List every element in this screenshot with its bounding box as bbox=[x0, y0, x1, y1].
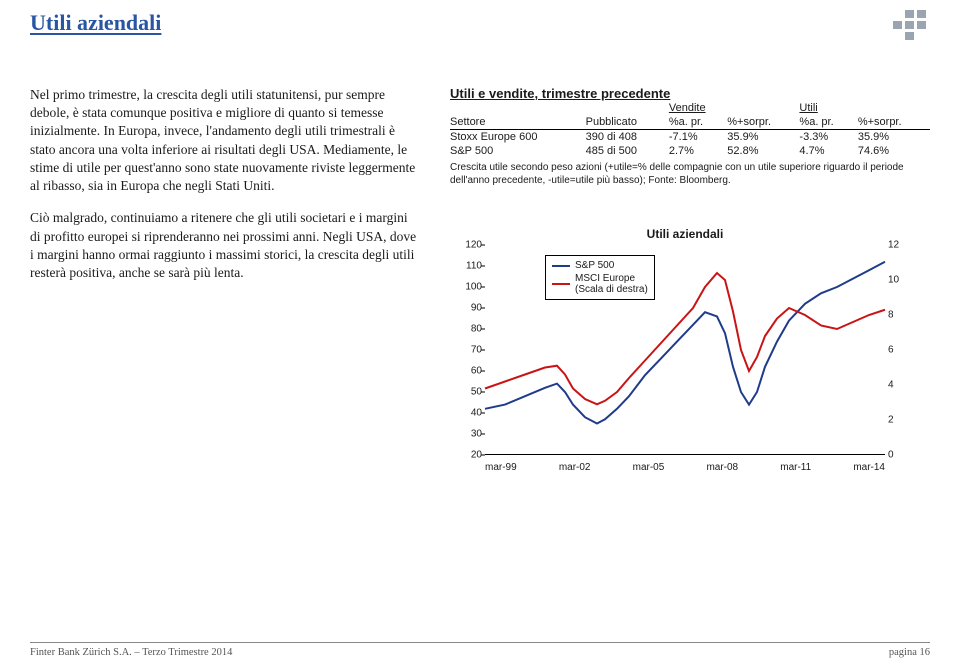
chart-legend: S&P 500 MSCI Europe (Scala di destra) bbox=[545, 255, 655, 300]
y-axis-right: 121086420 bbox=[888, 245, 920, 455]
legend-swatch bbox=[552, 283, 570, 285]
body-text: Nel primo trimestre, la crescita degli u… bbox=[30, 86, 420, 487]
footer-right: pagina 16 bbox=[889, 647, 930, 658]
legend-label: MSCI Europe bbox=[575, 273, 648, 284]
table-header: %+sorpr. bbox=[727, 115, 799, 130]
brand-logo bbox=[890, 10, 930, 46]
page-title: Utili aziendali bbox=[30, 10, 161, 36]
footer-left: Finter Bank Zürich S.A. – Terzo Trimestr… bbox=[30, 647, 232, 658]
legend-label: S&P 500 bbox=[575, 260, 614, 271]
table-title: Utili e vendite, trimestre precedente bbox=[450, 86, 930, 101]
paragraph: Ciò malgrado, continuiamo a ritenere che… bbox=[30, 209, 420, 282]
y-axis-left: 1201101009080706050403020 bbox=[450, 245, 482, 455]
table-row: Stoxx Europe 600390 di 408 -7.1%35.9% -3… bbox=[450, 130, 930, 145]
table-header: %a. pr. bbox=[669, 115, 727, 130]
table-row: S&P 500485 di 500 2.7%52.8% 4.7%74.6% bbox=[450, 144, 930, 158]
chart-title: Utili aziendali bbox=[450, 227, 920, 241]
table-header: Pubblicato bbox=[586, 115, 669, 130]
table-group-header: Vendite bbox=[669, 101, 800, 115]
table-header: Settore bbox=[450, 115, 586, 130]
table-header: %a. pr. bbox=[799, 115, 857, 130]
table-header: %+sorpr. bbox=[858, 115, 930, 130]
line-chart: Utili aziendali 120110100908070605040302… bbox=[450, 227, 920, 487]
paragraph: Nel primo trimestre, la crescita degli u… bbox=[30, 86, 420, 195]
legend-sublabel: (Scala di destra) bbox=[575, 284, 648, 295]
data-table: Vendite Utili Settore Pubblicato %a. pr.… bbox=[450, 101, 930, 158]
x-axis: mar-99mar-02mar-05mar-08mar-11mar-14 bbox=[485, 462, 885, 473]
legend-swatch bbox=[552, 265, 570, 267]
table-note: Crescita utile secondo peso azioni (+uti… bbox=[450, 161, 930, 187]
table-group-header: Utili bbox=[799, 101, 930, 115]
